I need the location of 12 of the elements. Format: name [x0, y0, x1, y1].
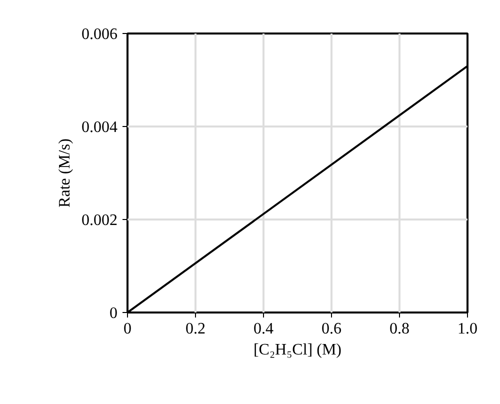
x-tick-label: 0.2	[186, 320, 206, 338]
x-tick-label: 0.6	[322, 320, 342, 338]
x-tick-label: 1.0	[458, 320, 478, 338]
x-tick-label: 0.4	[254, 320, 274, 338]
x-axis-title: [C₂H₅Cl] (M)	[253, 342, 342, 358]
x-tick-label: 0.8	[390, 320, 410, 338]
y-tick-label: 0.004	[82, 119, 118, 136]
y-axis-title: Rate (M/s)	[56, 138, 74, 208]
y-tick-label: 0.006	[82, 26, 118, 43]
y-tick-label: 0	[110, 305, 118, 322]
x-tick-label: 0	[124, 320, 132, 338]
y-tick-label: 0.002	[82, 212, 118, 229]
